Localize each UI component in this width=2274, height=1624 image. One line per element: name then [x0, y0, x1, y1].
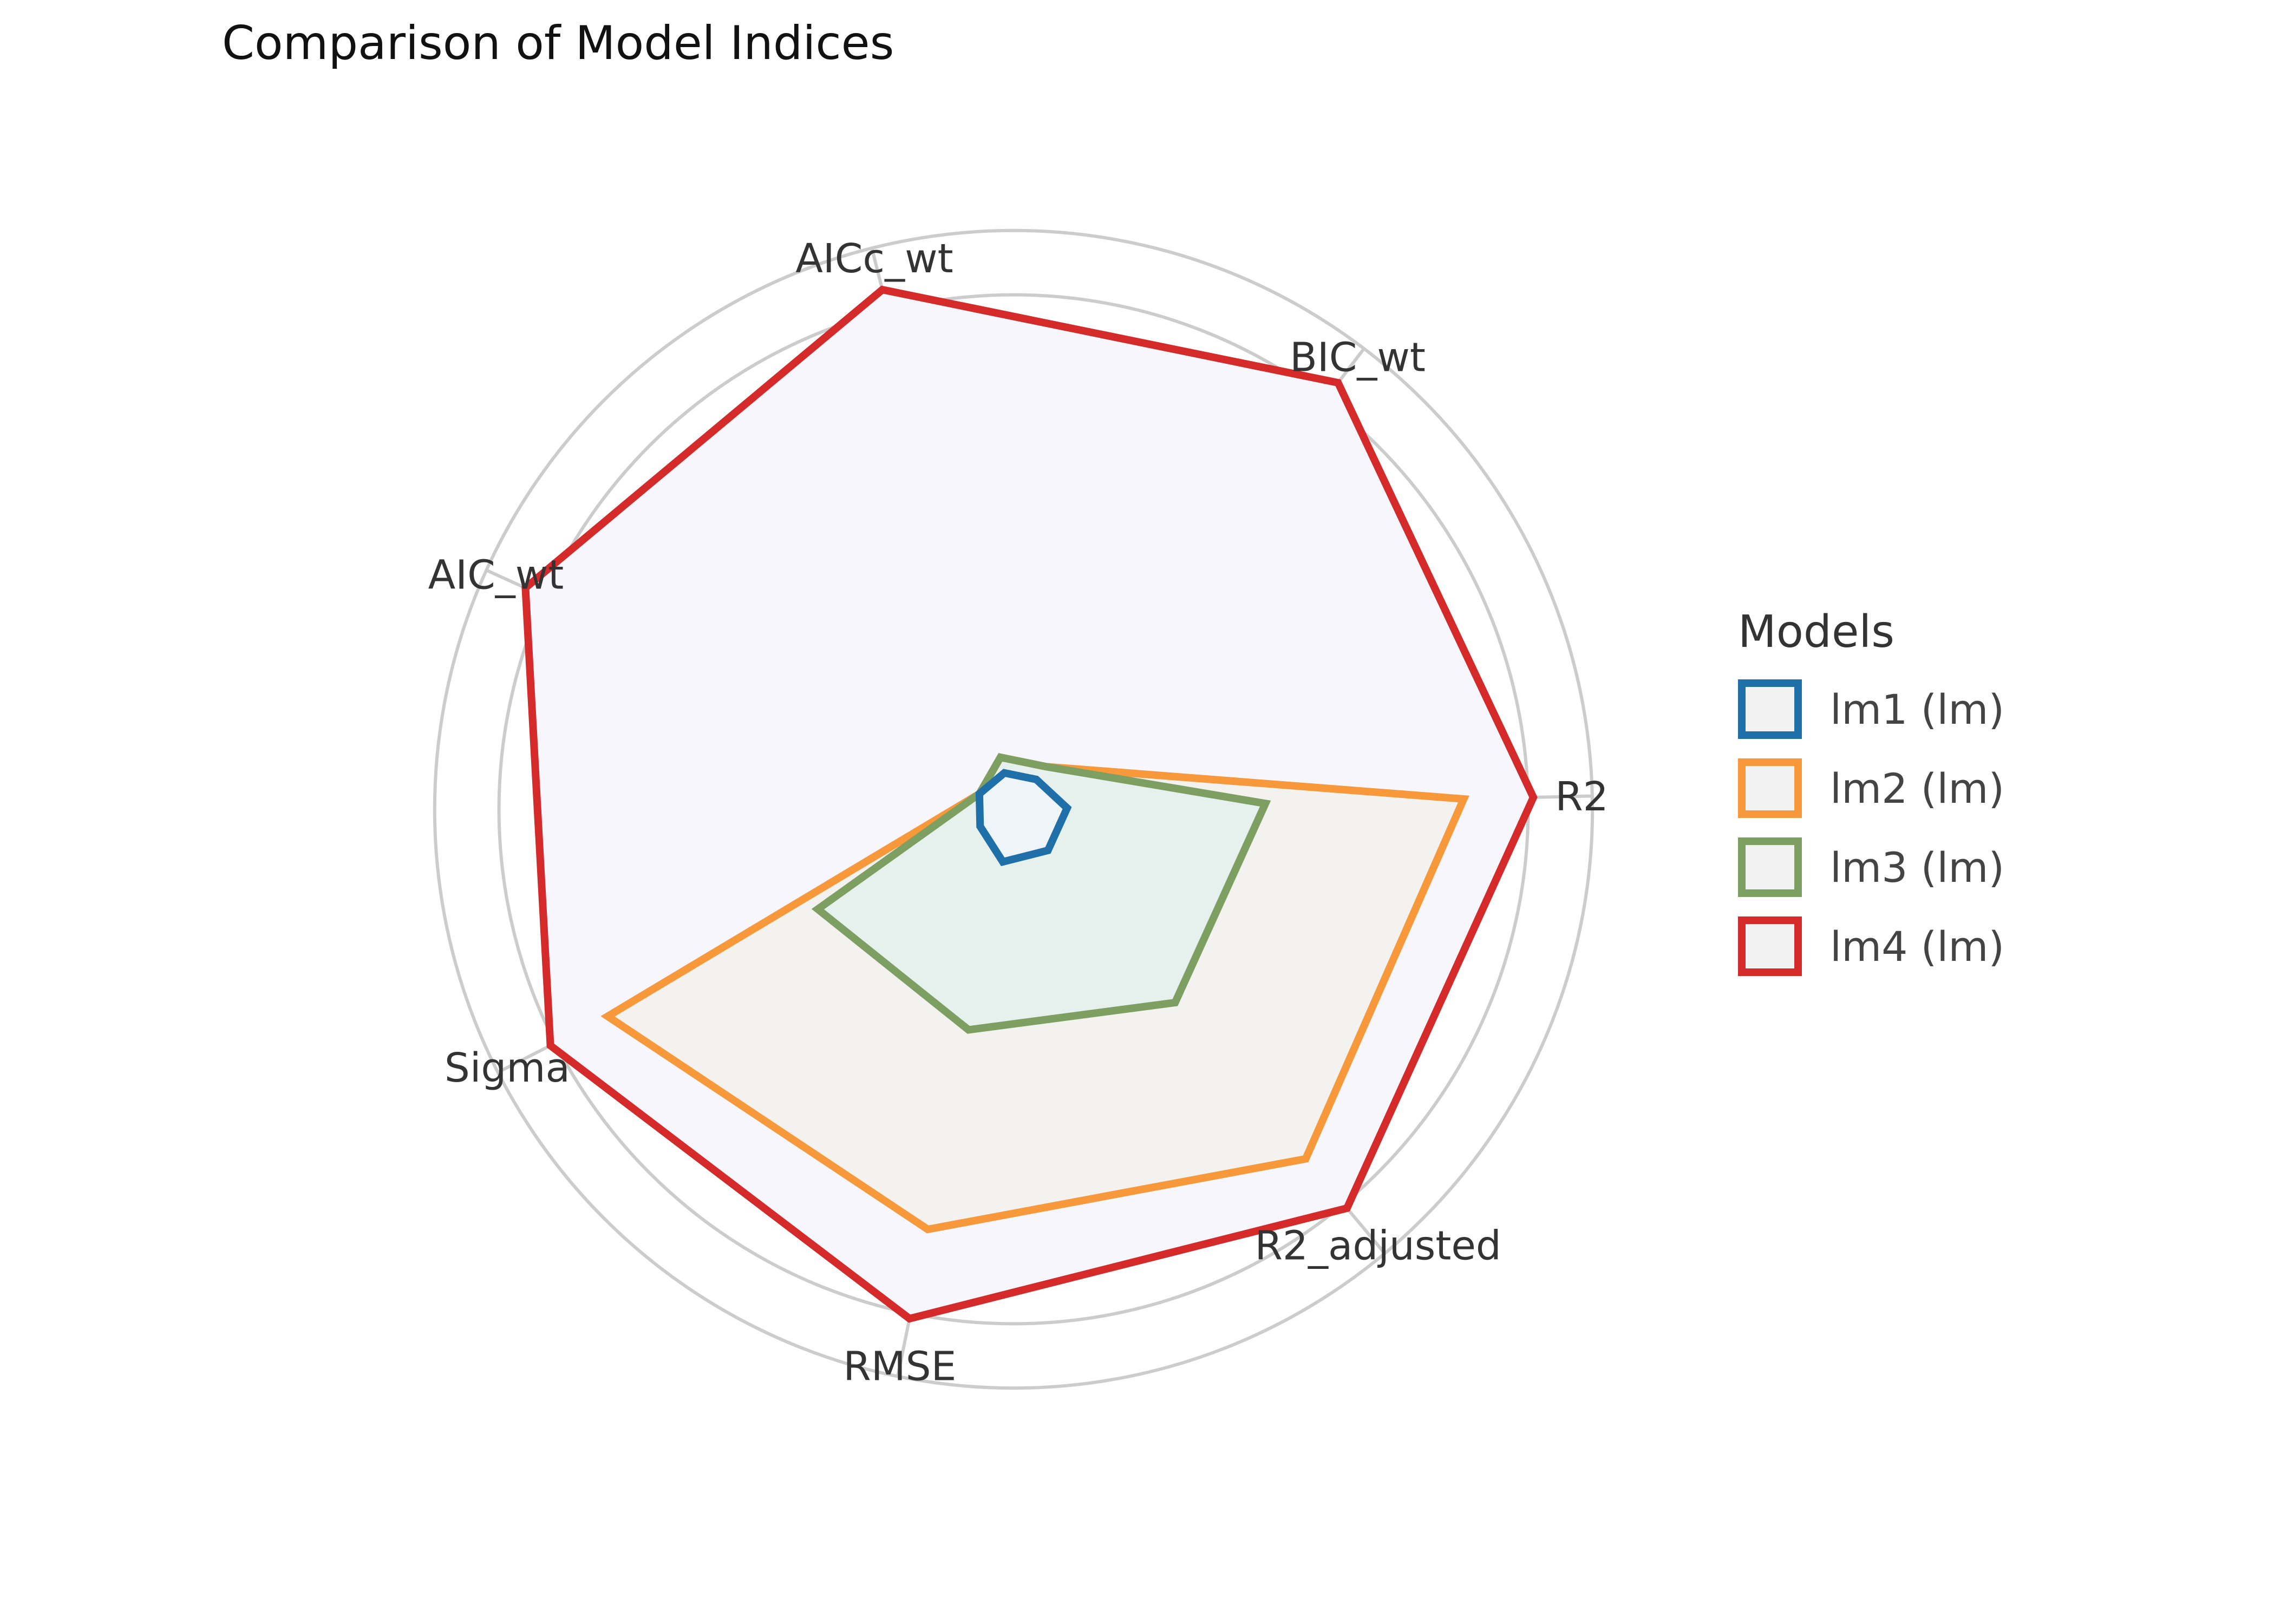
legend-key-lm1	[1738, 679, 1802, 739]
chart-title: Comparison of Model Indices	[222, 16, 894, 70]
legend-label-lm3: lm3 (lm)	[1830, 843, 2005, 892]
series-line-lm4	[521, 285, 1538, 1323]
axis-label-aicc-wt: AICc_wt	[795, 235, 953, 282]
series-line-lm3	[811, 753, 1271, 1034]
legend-item-lm4: lm4 (lm)	[1738, 907, 2004, 986]
legend: Models lm1 (lm) lm2 (lm) lm3 (lm) lm4 (l…	[1738, 606, 2004, 986]
legend-label-lm2: lm2 (lm)	[1830, 764, 2005, 813]
legend-item-lm1: lm1 (lm)	[1738, 670, 2004, 749]
axis-label-r2-adjusted: R2_adjusted	[1255, 1223, 1501, 1269]
legend-key-lm2	[1738, 758, 1802, 818]
legend-title: Models	[1738, 606, 1894, 658]
axis-label-sigma: Sigma	[445, 1045, 570, 1091]
legend-item-lm3: lm3 (lm)	[1738, 828, 2004, 907]
legend-key-lm4	[1738, 916, 1802, 976]
axis-label-bic-wt: BIC_wt	[1290, 334, 1426, 381]
legend-key-lm3	[1738, 837, 1802, 897]
series-fills	[525, 290, 1534, 1319]
series-fill-lm3	[818, 757, 1266, 1030]
legend-label-lm1: lm1 (lm)	[1830, 685, 2005, 734]
legend-item-lm2: lm2 (lm)	[1738, 749, 2004, 828]
grid-circle-9	[433, 228, 1595, 1390]
axis-label-rmse: RMSE	[843, 1344, 956, 1390]
series-line-lm1	[975, 769, 1072, 867]
series-fill-lm1	[979, 772, 1067, 862]
axis-label-r2: R2	[1555, 774, 1609, 820]
legend-label-lm4: lm4 (lm)	[1830, 922, 2005, 971]
axis-label-aic-wt: AIC_wt	[428, 552, 564, 598]
series-lines	[521, 285, 1538, 1323]
axis-labels: AIC_wt AICc_wt BIC_wt R2 R2_adjusted RMSE Sigm…	[428, 235, 1609, 1390]
